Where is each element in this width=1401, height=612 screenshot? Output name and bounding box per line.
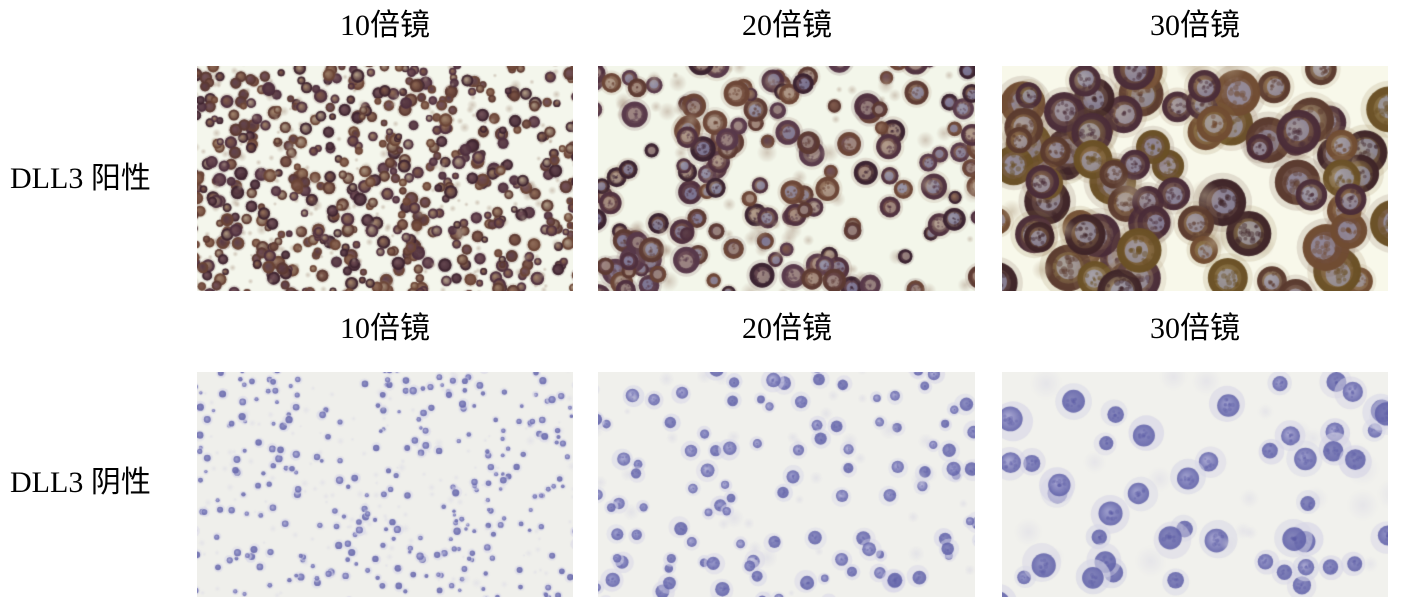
- micrograph-dll3-negative-20x: [598, 372, 975, 597]
- micrograph-dll3-negative-30x: [1002, 372, 1388, 597]
- micrograph-dll3-positive-20x: [598, 66, 975, 291]
- magnification-label-positive-20x: 20倍镜: [742, 9, 832, 42]
- magnification-label-negative-30x: 30倍镜: [1150, 312, 1240, 345]
- micrograph-dll3-positive-10x: [197, 66, 573, 291]
- micrograph-dll3-negative-10x: [197, 372, 573, 597]
- magnification-label-negative-10x: 10倍镜: [340, 312, 430, 345]
- row-label-dll3-negative: DLL3 阴性: [10, 466, 151, 499]
- row-label-dll3-positive: DLL3 阳性: [10, 162, 151, 195]
- magnification-label-positive-30x: 30倍镜: [1150, 9, 1240, 42]
- magnification-label-negative-20x: 20倍镜: [742, 312, 832, 345]
- magnification-label-positive-10x: 10倍镜: [340, 9, 430, 42]
- micrograph-dll3-positive-30x: [1002, 66, 1388, 291]
